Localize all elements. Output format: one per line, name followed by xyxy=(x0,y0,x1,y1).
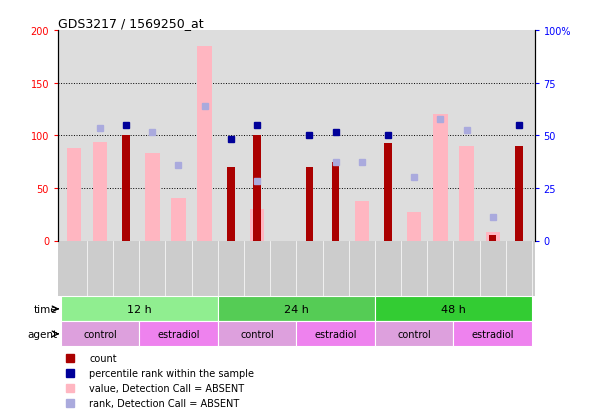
Bar xyxy=(254,136,261,241)
Bar xyxy=(67,149,81,241)
Bar xyxy=(384,143,392,241)
Text: count: count xyxy=(89,353,117,363)
Text: time: time xyxy=(34,304,57,314)
Bar xyxy=(407,213,422,241)
Bar xyxy=(453,322,532,347)
Bar xyxy=(515,147,522,241)
Bar xyxy=(486,233,500,241)
Text: estradiol: estradiol xyxy=(315,329,357,339)
Bar xyxy=(306,167,313,241)
Bar xyxy=(93,142,107,241)
Bar xyxy=(218,297,375,322)
Text: value, Detection Call = ABSENT: value, Detection Call = ABSENT xyxy=(89,383,244,393)
Bar xyxy=(296,322,375,347)
Bar xyxy=(459,147,474,241)
Bar xyxy=(218,322,296,347)
Bar xyxy=(250,209,264,241)
Text: estradiol: estradiol xyxy=(157,329,200,339)
Bar xyxy=(139,322,218,347)
Text: estradiol: estradiol xyxy=(472,329,514,339)
Bar xyxy=(60,297,218,322)
Text: rank, Detection Call = ABSENT: rank, Detection Call = ABSENT xyxy=(89,398,240,408)
Bar xyxy=(332,162,339,241)
Bar xyxy=(375,297,532,322)
Bar xyxy=(375,322,453,347)
Bar xyxy=(489,236,496,241)
Bar xyxy=(433,115,447,241)
Text: 48 h: 48 h xyxy=(441,304,466,314)
Text: 24 h: 24 h xyxy=(284,304,309,314)
Text: control: control xyxy=(397,329,431,339)
Bar xyxy=(122,136,130,241)
Bar xyxy=(354,201,369,241)
Bar xyxy=(227,167,235,241)
Text: agent: agent xyxy=(27,329,57,339)
Text: control: control xyxy=(83,329,117,339)
Text: control: control xyxy=(240,329,274,339)
Bar xyxy=(145,154,159,241)
Bar xyxy=(197,47,212,241)
Text: GDS3217 / 1569250_at: GDS3217 / 1569250_at xyxy=(58,17,203,30)
Text: 12 h: 12 h xyxy=(127,304,152,314)
Text: percentile rank within the sample: percentile rank within the sample xyxy=(89,368,254,378)
Bar xyxy=(60,322,139,347)
Bar xyxy=(171,199,186,241)
